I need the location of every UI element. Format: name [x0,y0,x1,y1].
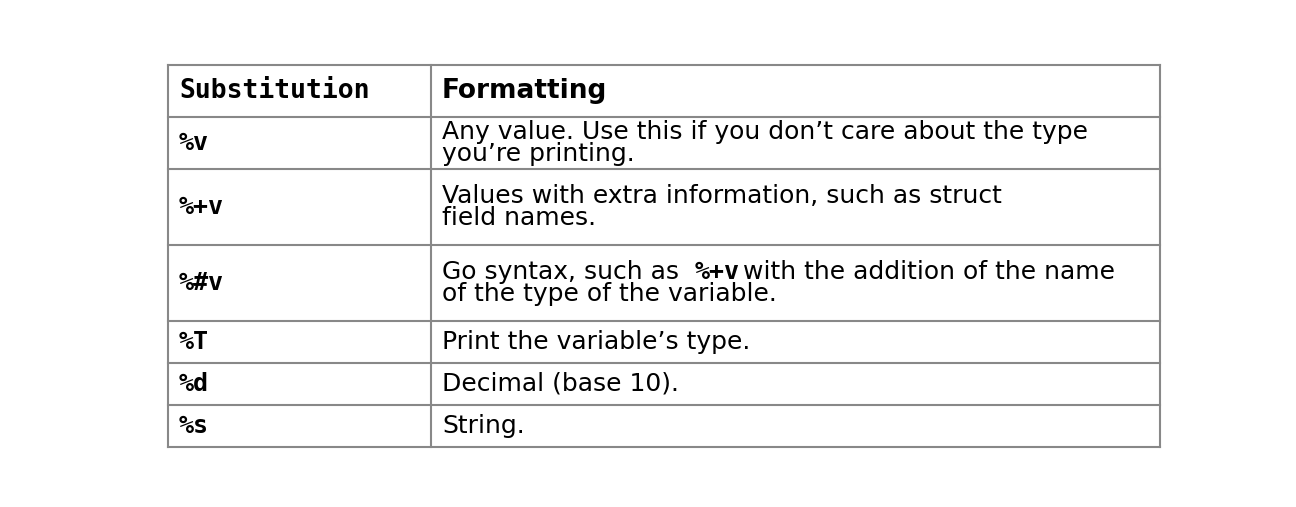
Text: Go syntax, such as: Go syntax, such as [442,260,687,284]
Text: with the addition of the name: with the addition of the name [735,260,1115,284]
Text: %s: %s [179,414,209,438]
Text: Any value. Use this if you don’t care about the type: Any value. Use this if you don’t care ab… [442,120,1087,144]
Text: %d: %d [179,372,209,396]
Text: field names.: field names. [442,206,596,230]
Text: %+v: %+v [695,260,740,284]
Text: %#v: %#v [179,271,224,295]
Text: %T: %T [179,330,209,354]
Text: %+v: %+v [179,195,224,219]
Text: Print the variable’s type.: Print the variable’s type. [442,330,750,354]
Text: %v: %v [179,131,209,155]
Text: Decimal (base 10).: Decimal (base 10). [442,372,679,396]
Text: Values with extra information, such as struct: Values with extra information, such as s… [442,184,1002,208]
Text: String.: String. [442,414,525,438]
Text: Substitution: Substitution [179,78,369,104]
Text: Formatting: Formatting [442,78,608,104]
Text: you’re printing.: you’re printing. [442,142,635,166]
Text: of the type of the variable.: of the type of the variable. [442,282,776,306]
